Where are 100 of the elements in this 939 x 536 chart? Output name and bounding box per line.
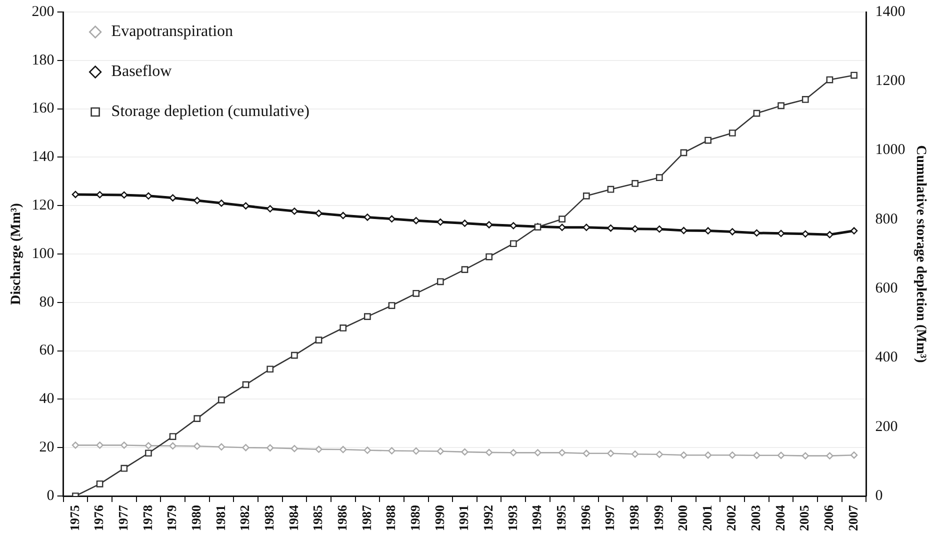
- point: [364, 446, 372, 454]
- point: [777, 452, 785, 459]
- point: [582, 224, 590, 231]
- y-tick-label: 160: [32, 100, 54, 117]
- point: [826, 76, 834, 84]
- x-tick-label: 1975: [66, 504, 82, 531]
- point: [607, 224, 614, 232]
- point: [802, 96, 809, 103]
- y-tick-label: 60: [39, 342, 54, 359]
- point: [704, 136, 712, 144]
- x-tick-label: 1977: [115, 504, 130, 531]
- point: [218, 443, 226, 450]
- point: [486, 253, 493, 260]
- point: [412, 447, 420, 455]
- point: [485, 448, 493, 456]
- point: [656, 174, 663, 182]
- point: [510, 240, 517, 248]
- point: [315, 210, 322, 217]
- point: [96, 442, 104, 449]
- y-tick-label: 40: [39, 391, 54, 408]
- point: [558, 216, 566, 223]
- point: [680, 452, 688, 459]
- point: [144, 442, 152, 450]
- x-tick-label: 2001: [699, 505, 714, 531]
- x-tick-label: 1995: [553, 504, 568, 531]
- x-tick-label: 1986: [334, 504, 350, 531]
- point: [72, 190, 80, 198]
- y-tick-label: 80: [39, 294, 54, 310]
- point: [388, 302, 396, 309]
- point: [728, 228, 736, 236]
- x-tick-label: 1981: [212, 505, 228, 531]
- point: [96, 480, 104, 488]
- x-tick-label: 1978: [140, 504, 155, 531]
- point: [826, 231, 834, 238]
- point: [436, 448, 444, 455]
- x-tick-label: 1992: [480, 505, 496, 531]
- point: [607, 186, 614, 193]
- point: [340, 324, 347, 332]
- y2-tick-label: 1000: [875, 142, 906, 158]
- point: [169, 442, 176, 450]
- point: [753, 110, 760, 117]
- x-tick-label: 1983: [261, 504, 276, 531]
- point: [291, 352, 298, 359]
- x-tick-label: 1997: [602, 504, 618, 531]
- x-tick-label: 1976: [91, 504, 106, 531]
- point: [728, 130, 736, 136]
- legend-label: Storage depletion (cumulative): [111, 103, 310, 120]
- y-tick-label: 0: [46, 488, 54, 504]
- x-tick-label: 1982: [237, 505, 252, 531]
- point: [582, 450, 590, 458]
- point: [632, 180, 638, 187]
- point: [388, 447, 396, 454]
- point: [510, 449, 518, 456]
- point: [218, 200, 226, 207]
- point: [461, 266, 468, 273]
- point: [340, 212, 347, 220]
- point: [290, 208, 298, 215]
- x-tick-label: 2006: [821, 504, 836, 531]
- point: [72, 442, 80, 449]
- point: [290, 444, 298, 452]
- legend-label: Baseflow: [111, 63, 172, 80]
- point: [534, 449, 542, 456]
- point: [218, 396, 225, 404]
- point: [753, 229, 760, 237]
- y2-tick-label: 1400: [875, 4, 906, 20]
- point: [266, 444, 274, 452]
- point: [412, 217, 420, 224]
- x-tick-label: 1994: [529, 504, 544, 531]
- y-tick-label: 200: [32, 4, 54, 20]
- point: [850, 72, 858, 79]
- point: [120, 464, 128, 472]
- point: [582, 192, 590, 200]
- point: [558, 224, 566, 231]
- point: [631, 450, 639, 458]
- point: [169, 194, 176, 202]
- point: [607, 450, 614, 458]
- x-tick-label: 1993: [504, 504, 520, 531]
- point: [120, 191, 128, 199]
- point: [485, 221, 493, 228]
- point: [194, 196, 201, 204]
- x-tick-label: 1996: [578, 504, 593, 531]
- point: [656, 225, 663, 233]
- x-tick-label: 1991: [456, 505, 472, 531]
- y-tick-label: 100: [32, 246, 54, 262]
- point: [680, 149, 688, 156]
- y2-tick-label: 400: [875, 350, 898, 366]
- point: [436, 218, 444, 226]
- point: [558, 449, 566, 456]
- point: [364, 214, 372, 221]
- y-tick-label: 20: [39, 440, 54, 456]
- y-tick-label: 180: [32, 52, 54, 68]
- point: [145, 450, 152, 457]
- point: [242, 202, 250, 210]
- point: [436, 278, 444, 286]
- y2-tick-label: 800: [875, 211, 898, 228]
- point: [704, 452, 712, 459]
- x-tick-label: 1999: [650, 504, 666, 531]
- point: [315, 336, 322, 344]
- y-axis-title: Discharge (Mm³): [9, 202, 24, 305]
- point: [120, 442, 128, 449]
